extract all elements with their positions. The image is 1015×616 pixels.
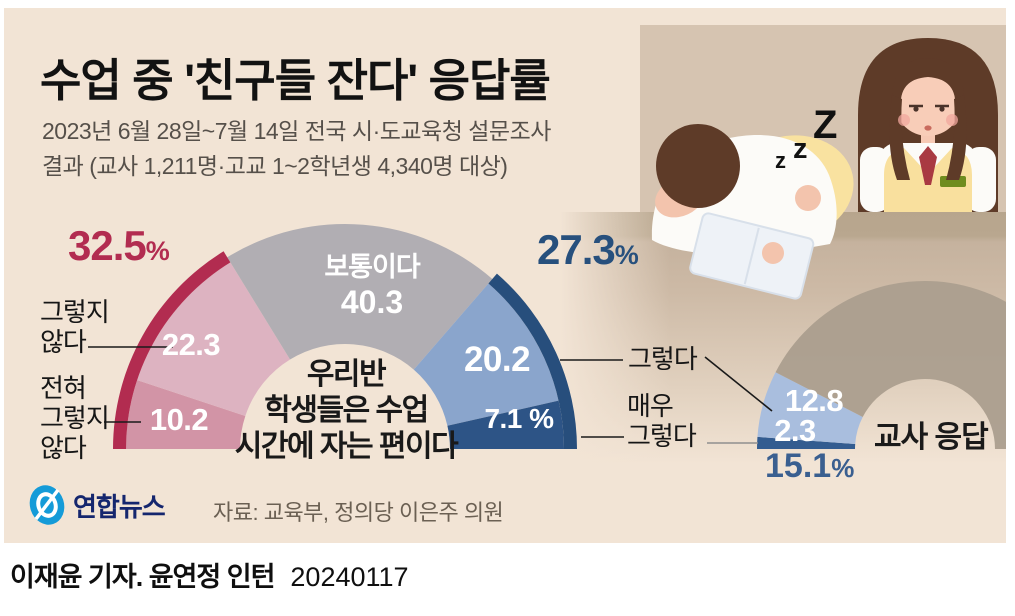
student-segment-3 xyxy=(413,283,559,426)
student-segment-4 xyxy=(447,400,564,449)
teacher-value-12-8: 12.8 xyxy=(784,383,844,418)
label-very-yes-line2: 그렇다 xyxy=(627,421,697,451)
yonhap-logo-text: 연합뉴스 xyxy=(73,491,166,522)
girl-face xyxy=(895,70,961,136)
student-segment-0 xyxy=(126,380,246,449)
teacher-total-value: 15.1 xyxy=(765,447,832,485)
label-not-at-all-line2: 그렇지 xyxy=(40,403,110,433)
girl-left-eye xyxy=(913,106,919,112)
label-very-yes-line1: 매우 xyxy=(627,391,674,421)
label-not-at-all: 전혀 그렇지 않다 xyxy=(40,373,110,463)
boy-hair xyxy=(656,124,740,208)
girl-bangs xyxy=(891,58,965,109)
positive-total-unit: % xyxy=(614,240,639,270)
desk-gradient-left-fade xyxy=(560,212,670,472)
source-credit: 자료: 교육부, 정의당 이은주 의원 xyxy=(213,500,504,525)
value-10-2: 10.2 xyxy=(149,402,209,437)
positive-total-callout: 27.3% xyxy=(537,226,639,274)
boy-hand-left xyxy=(762,242,784,264)
center-question-line3: 시간에 자는 편이다 xyxy=(234,430,459,463)
page-title: 수업 중 '친구들 잔다' 응답률 xyxy=(40,55,551,106)
standing-student xyxy=(858,38,998,212)
negative-total-unit: % xyxy=(145,236,170,266)
label-not-so-line1: 그렇지 xyxy=(40,297,110,327)
center-question-line2: 학생들은 수업 xyxy=(264,394,429,427)
teacher-value-2-3: 2.3 xyxy=(774,413,816,448)
negative-total-callout: 32.5% xyxy=(68,222,170,270)
boy-hand-right xyxy=(795,185,821,211)
girl-hair-strand-right xyxy=(946,95,967,180)
teacher-chart-title: 교사 응답 xyxy=(874,421,989,454)
teacher-total: 15.1% xyxy=(765,447,854,486)
girl-hair-strand-left xyxy=(889,95,910,180)
sleep-z-group: z z Z xyxy=(775,103,837,173)
label-not-at-all-line3: 않다 xyxy=(40,433,87,463)
teacher-segment-1 xyxy=(757,372,863,444)
teacher-total-unit: % xyxy=(831,453,855,483)
segment-botong-label: 보통이다 40.3 xyxy=(324,245,420,321)
girl-right-blush xyxy=(946,114,958,126)
yonhap-logo-icon xyxy=(29,485,65,525)
negative-total-value: 32.5 xyxy=(68,222,147,269)
yonhap-logo: 연합뉴스 xyxy=(28,484,166,526)
reporter-credit: 이재윤 기자. 윤연정 인턴 xyxy=(10,562,275,592)
girl-mouth xyxy=(924,125,932,131)
positive-total-value: 27.3 xyxy=(537,226,616,273)
teacher-segment-0 xyxy=(757,436,856,449)
notebook-spine xyxy=(743,227,760,285)
girl-left-blush xyxy=(898,114,910,126)
subtitle-line2: 결과 (교사 1,211명·고교 1~2학년생 4,340명 대상) xyxy=(42,153,508,179)
positive-arc-band xyxy=(488,273,577,449)
classroom-illustration: z z Z xyxy=(640,25,1006,300)
value-20-2: 20.2 xyxy=(463,340,531,379)
student-segment-1 xyxy=(137,262,291,416)
subtitle-line1: 2023년 6월 28일~7월 14일 전국 시·도교육청 설문조사 xyxy=(42,118,551,144)
teacher-segment-2 xyxy=(775,281,1006,449)
label-not-so: 그렇지 않다 xyxy=(40,297,110,357)
botong-value: 40.3 xyxy=(340,284,404,320)
publish-date: 20240117 xyxy=(290,562,409,592)
label-not-at-all-line1: 전혀 xyxy=(40,373,87,403)
byline: 이재윤 기자. 윤연정 인턴 20240117 xyxy=(10,555,409,594)
value-22-3: 22.3 xyxy=(161,327,221,362)
connector-line-3 xyxy=(704,356,773,412)
girl-right-eye xyxy=(939,106,945,112)
label-very-yes: 매우 그렇다 xyxy=(627,391,697,451)
botong-name: 보통이다 xyxy=(324,252,420,282)
value-7-1: 7.1 % xyxy=(484,403,554,434)
sleeping-student xyxy=(651,124,854,300)
survey-charts-svg xyxy=(88,224,1006,449)
label-not-so-line2: 않다 xyxy=(40,327,87,357)
negative-arc-band xyxy=(113,251,231,449)
sleep-z-small: z xyxy=(775,148,786,173)
student-segment-2 xyxy=(227,224,493,370)
sleep-z-large: Z xyxy=(813,103,837,147)
sleep-z-medium: z xyxy=(793,133,808,165)
girl-tie xyxy=(919,146,937,185)
label-yes: 그렇다 xyxy=(628,344,698,374)
center-question-line1: 우리반 xyxy=(306,358,387,391)
center-question: 우리반 학생들은 수업 시간에 자는 편이다 xyxy=(234,357,459,465)
